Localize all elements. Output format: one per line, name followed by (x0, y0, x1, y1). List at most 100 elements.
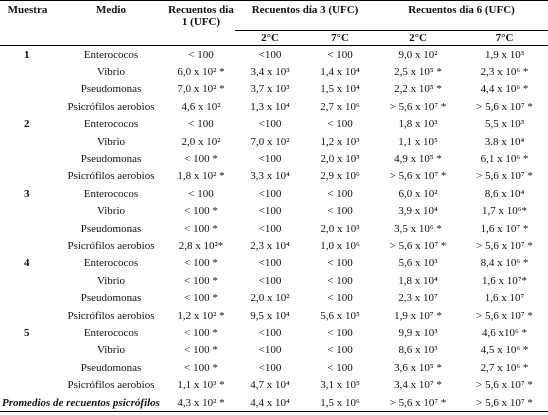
value-cell: 1,9 x 10⁷ * (394, 309, 442, 322)
muestra-cell (0, 342, 55, 359)
value-cell: <100 (258, 153, 282, 166)
muestra-cell (0, 307, 55, 324)
value-cell: < 100 * (184, 205, 218, 218)
value-cell: < 100 (327, 274, 353, 287)
value-cell: 1,7 x 10⁶* (481, 205, 528, 218)
value-cell: 2,0 x 10³ (320, 222, 360, 235)
table-row: Psicrófilos aerobios 1,2 x 10² * 9,5 x 10⁴… (0, 307, 548, 324)
value-cell: < 100 (188, 48, 214, 61)
medio-cell: Vibrio (96, 135, 126, 148)
medio-cell: Psicrófilos aerobios (67, 100, 155, 113)
value-cell: < 100 * (184, 222, 218, 235)
muestra-cell (0, 168, 55, 185)
muestra-cell: 3 (24, 187, 30, 200)
value-cell: <100 (258, 205, 282, 218)
table-row: 3 Enterococos < 100 <100 < 100 6,0 x 10² 8,6 x… (0, 185, 548, 202)
table-row: Pseudomonas < 100 * <100 < 100 3,6 x 10⁵ * 2,… (0, 359, 548, 376)
value-cell: <100 (258, 274, 282, 287)
value-cell: < 100 (188, 118, 214, 131)
value-cell: 3,4 x 10³ (250, 66, 290, 79)
value-cell: 1,8 x 10² * (177, 170, 225, 183)
header-dia1: Recuentos día 1 (UFC) (167, 0, 235, 46)
value-cell: 2,0 x 10² (181, 135, 221, 148)
value-cell: 2,3 x 10⁷ (398, 292, 438, 305)
table-row: Psicrófilos aerobios 2,8 x 10²* 2,3 x 10⁴ 1… (0, 237, 548, 254)
table-row: Vibrio < 100 * <100 < 100 1,8 x 10⁴ 1,6 x 10⁷… (0, 272, 548, 289)
value-cell: < 100 (327, 257, 353, 270)
value-cell: 1,8 x 10³ (398, 118, 438, 131)
value-cell: 2,3 x 10⁶ * (480, 66, 529, 79)
value-cell: 9,0 x 10² (398, 48, 438, 61)
value-cell: < 100 (188, 187, 214, 200)
muestra-cell: 5 (24, 326, 30, 339)
value-cell: 1,6 x 10⁷* (481, 274, 528, 287)
value-cell: 8,6 x 10⁴ (484, 187, 525, 200)
muestra-cell (0, 63, 55, 80)
value-cell: 3,6 x 10⁵ * (394, 361, 442, 374)
medio-cell: Psicrófilos aerobios (67, 309, 155, 322)
header-medio: Medio (55, 0, 167, 46)
value-cell: <100 (258, 326, 282, 339)
medio-cell: Psicrófilos aerobios (67, 239, 155, 252)
value-cell: < 100 * (184, 274, 218, 287)
muestra-cell (0, 133, 55, 150)
medio-cell: Pseudomonas (80, 292, 142, 305)
value-cell: 1,2 x 10³ (320, 135, 360, 148)
table-row: Pseudomonas < 100 * 2,0 x 10² < 100 2,3 x 10… (0, 289, 548, 306)
medio-cell: Vibrio (96, 274, 126, 287)
value-cell: 4,5 x 10⁶ * (480, 344, 529, 357)
value-cell: 4,7 x 10⁴ (250, 379, 290, 392)
muestra-cell (0, 98, 55, 115)
muestra-cell (0, 203, 55, 220)
value-cell: <100 (258, 48, 282, 61)
value-cell: < 100 * (184, 326, 218, 339)
muestra-cell (0, 289, 55, 306)
value-cell: <100 (258, 187, 282, 200)
value-cell: 4,3 x 10² * (167, 393, 235, 413)
value-cell: 2,2 x 10⁵ * (394, 83, 442, 96)
value-cell: 4,4 x 10⁴ (235, 393, 305, 413)
value-cell: 1,3 x 10⁴ (250, 100, 290, 113)
value-cell: 1,4 x 10⁴ (320, 66, 360, 79)
value-cell: 6,1 x 10⁶ * (480, 153, 529, 166)
table-row: Vibrio 6,0 x 10² * 3,4 x 10³ 1,4 x 10⁴ 2,5 x… (0, 63, 548, 80)
medio-cell: Pseudomonas (80, 153, 142, 166)
medio-cell: Enterococos (83, 326, 139, 339)
muestra-cell (0, 359, 55, 376)
medio-cell: Enterococos (83, 48, 139, 61)
medio-cell: Enterococos (83, 187, 139, 200)
medio-cell: Vibrio (96, 344, 126, 357)
value-cell: <100 (258, 257, 282, 270)
value-cell: 6,0 x 10² (398, 187, 438, 200)
value-cell: < 100 (327, 48, 353, 61)
muestra-cell (0, 237, 55, 254)
muestra-cell (0, 81, 55, 98)
muestra-cell (0, 272, 55, 289)
muestra-cell (0, 220, 55, 237)
value-cell: <100 (258, 118, 282, 131)
value-cell: 4,9 x 10⁵ * (394, 153, 442, 166)
table-row: 2 Enterococos < 100 <100 < 100 1,8 x 10³ 5,5 x… (0, 116, 548, 133)
value-cell: > 5,6 x 10⁷ * (461, 393, 548, 413)
table-row: Pseudomonas 7,0 x 10² * 3,7 x 10³ 1,5 x 10⁴… (0, 81, 548, 98)
value-cell: 3,9 x 10⁴ (398, 205, 438, 218)
value-cell: > 5,6 x 10⁷ * (476, 100, 533, 113)
medio-cell: Enterococos (83, 257, 139, 270)
table-row: Vibrio 2,0 x 10² 7,0 x 10² 1,2 x 10³ 1,1 x 1… (0, 133, 548, 150)
muestra-cell: 1 (24, 48, 30, 61)
value-cell: 2,3 x 10⁴ (250, 239, 290, 252)
value-cell: 2,5 x 10⁵ * (394, 66, 442, 79)
value-cell: 5,5 x 10³ (484, 118, 525, 131)
value-cell: 1,2 x 10² * (177, 309, 225, 322)
medio-cell: Pseudomonas (80, 222, 142, 235)
value-cell: > 5,6 x 10⁷ * (389, 100, 447, 113)
value-cell: > 5,6 x 10⁷ * (389, 239, 447, 252)
value-cell: 7,0 x 10² * (177, 83, 225, 96)
value-cell: <100 (258, 222, 282, 235)
value-cell: < 100 * (184, 153, 218, 166)
value-cell: 2,0 x 10³ (320, 153, 360, 166)
muestra-cell: 2 (24, 118, 30, 131)
medio-cell: Enterococos (83, 118, 139, 131)
